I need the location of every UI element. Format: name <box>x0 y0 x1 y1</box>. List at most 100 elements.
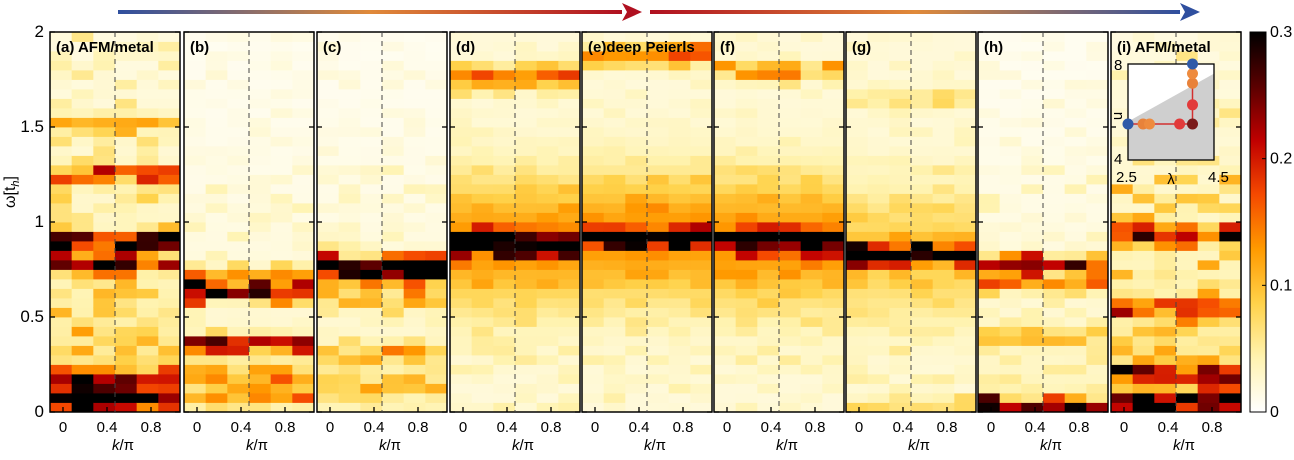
heat-cell <box>625 89 648 99</box>
heat-cell <box>932 279 955 289</box>
heat-cell <box>536 184 559 194</box>
heat-cell <box>1021 279 1044 289</box>
heat-cell <box>360 336 383 346</box>
heat-cell <box>999 108 1022 118</box>
heat-cell <box>735 231 758 242</box>
heat-cell <box>1197 288 1220 299</box>
heat-cell <box>954 155 977 166</box>
heat-cell <box>1219 279 1242 289</box>
heat-cell <box>184 383 207 394</box>
heat-cell <box>292 402 315 413</box>
heat-cell <box>338 203 361 213</box>
heat-cell <box>647 336 670 346</box>
colorbar-tick-label: 0.3 <box>1270 24 1292 41</box>
panel-label: (c) <box>323 39 341 56</box>
heat-cell <box>382 279 405 289</box>
heat-cell <box>493 41 516 52</box>
heat-cell <box>292 383 315 394</box>
heat-cell <box>184 70 207 80</box>
heat-cell <box>822 402 845 413</box>
y-tick-label: 0.5 <box>20 307 44 326</box>
heat-cell <box>471 136 494 147</box>
heat-cell <box>136 317 159 327</box>
heat-cell <box>1219 269 1242 280</box>
heat-cell <box>71 336 94 346</box>
heat-cell <box>471 41 494 52</box>
heat-cell <box>338 174 361 185</box>
heat-cell <box>954 117 977 128</box>
heat-cell <box>93 260 116 270</box>
heat-cell <box>338 307 361 318</box>
heat-cell <box>227 307 250 318</box>
heat-cell <box>136 127 159 137</box>
heat-cell <box>911 41 934 52</box>
heat-cell <box>450 98 473 109</box>
heat-cell <box>425 32 448 42</box>
heat-cell <box>515 193 538 204</box>
heat-cell <box>690 222 713 232</box>
heat-cell <box>978 250 1001 261</box>
heat-cell <box>625 260 648 270</box>
heat-cell <box>536 32 559 42</box>
heat-cell <box>158 231 181 242</box>
heat-cell <box>249 117 272 128</box>
heat-cell <box>71 89 94 99</box>
heat-cell <box>270 374 293 384</box>
heat-cell <box>227 345 250 356</box>
heat-cell <box>867 402 890 413</box>
y-axis-label: ω[th] <box>2 176 22 208</box>
heat-cell <box>911 146 934 156</box>
heat-cell <box>403 336 426 346</box>
heat-cell <box>403 136 426 147</box>
heat-cell <box>1197 212 1220 223</box>
heat-cell <box>932 402 955 413</box>
heat-cell <box>735 203 758 213</box>
heat-cell <box>668 231 691 242</box>
heat-cell <box>911 127 934 137</box>
heat-cell <box>867 203 890 213</box>
heat-cell <box>668 345 691 356</box>
heat-cell <box>93 184 116 194</box>
heat-cell <box>822 307 845 318</box>
heat-cell <box>249 364 272 375</box>
heat-cell <box>515 231 538 242</box>
heat-cell <box>911 364 934 375</box>
heat-cell <box>735 393 758 403</box>
heat-cell <box>93 383 116 394</box>
heat-cell <box>425 51 448 61</box>
heat-cell <box>403 250 426 261</box>
heat-cell <box>558 298 581 308</box>
heat-cell <box>71 193 94 204</box>
heat-cell <box>1086 136 1109 147</box>
heat-cell <box>1021 41 1044 52</box>
heat-cell <box>846 345 869 356</box>
heat-cell <box>1111 250 1134 261</box>
heat-cell <box>292 165 315 175</box>
heat-cell <box>978 355 1001 365</box>
heat-cell <box>603 212 626 223</box>
heat-cell <box>714 184 737 194</box>
heat-cell <box>1043 250 1066 261</box>
heat-cell <box>558 155 581 166</box>
heat-cell <box>932 383 955 394</box>
heat-cell <box>867 317 890 327</box>
heat-cell <box>558 32 581 42</box>
heat-cell <box>93 250 116 261</box>
heat-cell <box>1176 307 1199 318</box>
heat-cell <box>515 260 538 270</box>
heat-cell <box>93 146 116 156</box>
heat-cell <box>50 383 73 394</box>
heat-cell <box>1043 32 1066 42</box>
heat-cell <box>136 250 159 261</box>
heat-cell <box>270 184 293 194</box>
heat-cell <box>425 184 448 194</box>
heat-cell <box>846 241 869 251</box>
heat-cell <box>338 279 361 289</box>
heat-cell <box>93 127 116 137</box>
heat-cell <box>450 288 473 299</box>
heat-cell <box>227 250 250 261</box>
heat-cell <box>93 51 116 61</box>
heat-cell <box>425 127 448 137</box>
heat-cell <box>647 32 670 42</box>
heat-cell <box>1154 203 1177 213</box>
